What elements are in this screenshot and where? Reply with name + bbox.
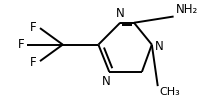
Text: F: F: [29, 21, 36, 34]
Text: N: N: [155, 40, 164, 53]
Text: N: N: [116, 7, 124, 20]
Text: F: F: [29, 56, 36, 68]
Text: CH₃: CH₃: [160, 87, 181, 97]
Text: F: F: [18, 38, 24, 51]
Text: NH₂: NH₂: [176, 3, 198, 16]
Text: N: N: [102, 74, 111, 88]
